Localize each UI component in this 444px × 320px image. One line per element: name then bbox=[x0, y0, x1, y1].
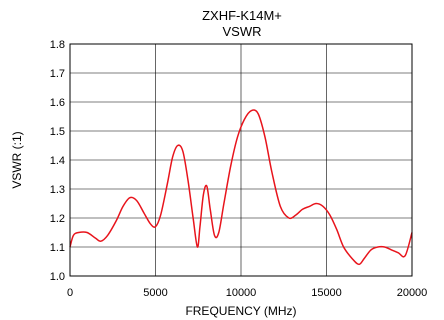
x-tick-labels: 0 5000 10000 15000 20000 bbox=[67, 287, 427, 299]
y-tick-label: 1.7 bbox=[50, 68, 65, 80]
x-tick-label: 0 bbox=[67, 287, 73, 299]
x-tick-label: 10000 bbox=[226, 287, 257, 299]
series-layer bbox=[69, 109, 413, 266]
x-tick-label: 20000 bbox=[397, 287, 428, 299]
y-tick-label: 1.0 bbox=[50, 271, 65, 283]
y-tick-label: 1.6 bbox=[50, 97, 65, 109]
vswr-series-line bbox=[69, 109, 413, 266]
y-tick-label: 1.3 bbox=[50, 184, 65, 196]
y-axis-label: VSWR (:1) bbox=[10, 131, 24, 188]
x-tick-label: 5000 bbox=[143, 287, 167, 299]
y-tick-label: 1.8 bbox=[50, 39, 65, 51]
plot-frame bbox=[69, 43, 413, 277]
y-tick-label: 1.1 bbox=[50, 242, 65, 254]
chart-title: ZXHF-K14M+ bbox=[202, 8, 282, 23]
y-tick-labels: 1.0 1.1 1.2 1.3 1.4 1.5 1.6 1.7 1.8 bbox=[50, 39, 65, 283]
x-tick-label: 15000 bbox=[311, 287, 342, 299]
y-tick-label: 1.2 bbox=[50, 213, 65, 225]
chart-subtitle: VSWR bbox=[223, 24, 262, 39]
grid bbox=[69, 43, 413, 277]
x-axis-label: FREQUENCY (MHz) bbox=[185, 304, 296, 318]
y-tick-label: 1.4 bbox=[50, 155, 65, 167]
y-tick-label: 1.5 bbox=[50, 126, 65, 138]
